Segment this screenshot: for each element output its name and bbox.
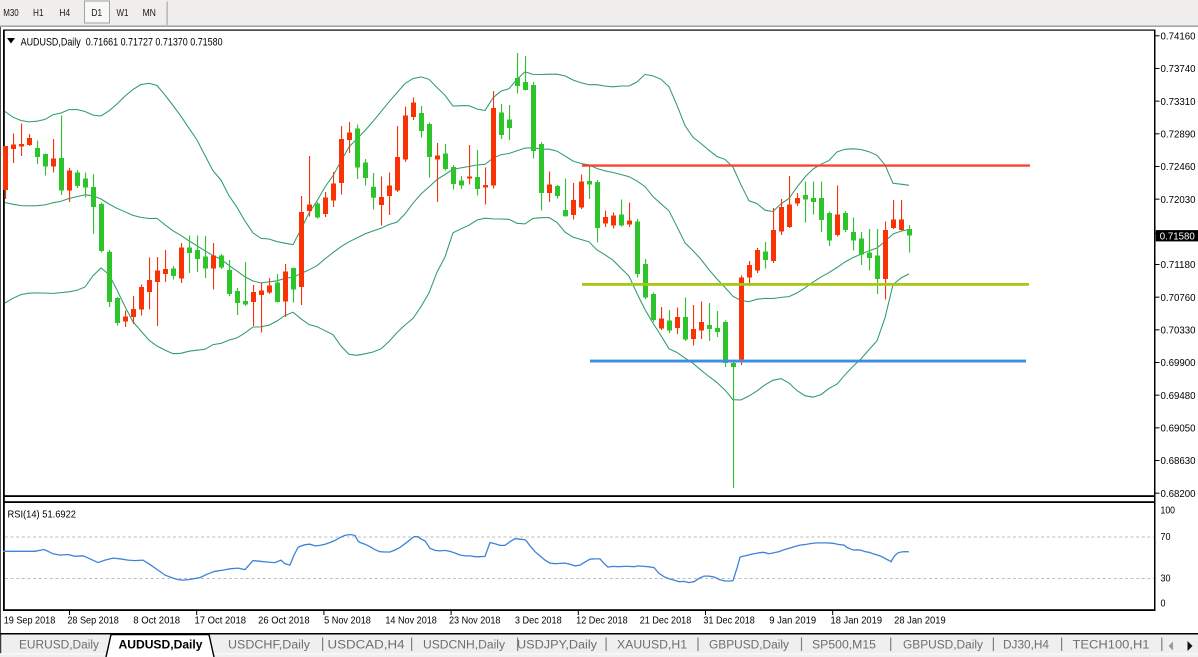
svg-text:GBPUSD,Daily: GBPUSD,Daily xyxy=(903,640,983,652)
svg-text:0.69480: 0.69480 xyxy=(1161,390,1196,402)
svg-text:H1: H1 xyxy=(33,7,44,19)
svg-text:17 Oct 2018: 17 Oct 2018 xyxy=(195,615,247,627)
svg-text:3 Dec 2018: 3 Dec 2018 xyxy=(515,615,562,627)
svg-text:18 Jan 2019: 18 Jan 2019 xyxy=(831,615,883,627)
svg-text:0.68630: 0.68630 xyxy=(1161,455,1196,467)
svg-text:0.71580: 0.71580 xyxy=(1160,230,1195,242)
svg-text:12 Dec 2018: 12 Dec 2018 xyxy=(576,615,628,627)
svg-text:M30: M30 xyxy=(3,7,19,19)
svg-text:0.72890: 0.72890 xyxy=(1161,129,1196,141)
svg-text:W1: W1 xyxy=(117,7,129,19)
svg-text:21 Dec 2018: 21 Dec 2018 xyxy=(640,615,692,627)
svg-text:0.73740: 0.73740 xyxy=(1161,63,1196,75)
svg-text:5 Nov 2018: 5 Nov 2018 xyxy=(324,615,371,627)
svg-text:0.73310: 0.73310 xyxy=(1161,96,1196,108)
svg-text:19 Sep 2018: 19 Sep 2018 xyxy=(4,615,56,627)
svg-text:26 Oct 2018: 26 Oct 2018 xyxy=(258,615,310,627)
svg-text:31 Dec 2018: 31 Dec 2018 xyxy=(703,615,755,627)
svg-text:30: 30 xyxy=(1161,573,1171,585)
svg-text:DJ30,H4: DJ30,H4 xyxy=(1003,640,1050,652)
svg-text:8 Oct 2018: 8 Oct 2018 xyxy=(133,615,180,627)
svg-text:AUDUSD,Daily 0.71661 0.71727: AUDUSD,Daily 0.71661 0.71727 0.71370 0.7… xyxy=(21,37,223,49)
svg-text:0.70760: 0.70760 xyxy=(1161,292,1196,304)
svg-text:9 Jan 2019: 9 Jan 2019 xyxy=(769,615,816,627)
svg-text:0.70330: 0.70330 xyxy=(1161,325,1196,337)
svg-text:RSI(14) 51.6922: RSI(14) 51.6922 xyxy=(8,509,77,521)
svg-text:14 Nov 2018: 14 Nov 2018 xyxy=(385,615,437,627)
svg-text:USDCHF,Daily: USDCHF,Daily xyxy=(228,640,310,652)
svg-text:EURUSD,Daily: EURUSD,Daily xyxy=(19,640,99,652)
svg-text:SP500,M15: SP500,M15 xyxy=(812,640,876,652)
svg-text:70: 70 xyxy=(1161,531,1171,543)
svg-text:H4: H4 xyxy=(59,7,70,19)
svg-text:USDCAD,H4: USDCAD,H4 xyxy=(328,640,406,652)
svg-text:0.69050: 0.69050 xyxy=(1161,423,1196,435)
svg-text:MN: MN xyxy=(142,7,156,19)
svg-text:USDJPY,Daily: USDJPY,Daily xyxy=(517,640,597,652)
svg-text:XAUUSD,H1: XAUUSD,H1 xyxy=(617,640,687,652)
svg-text:0.74160: 0.74160 xyxy=(1161,31,1196,43)
svg-text:0.68200: 0.68200 xyxy=(1161,488,1196,500)
svg-text:0.72460: 0.72460 xyxy=(1161,161,1196,173)
svg-text:0: 0 xyxy=(1161,598,1166,610)
svg-text:28 Jan 2019: 28 Jan 2019 xyxy=(894,615,946,627)
svg-text:0.71180: 0.71180 xyxy=(1161,259,1196,271)
svg-text:AUDUSD,Daily: AUDUSD,Daily xyxy=(119,638,203,652)
svg-text:D1: D1 xyxy=(91,7,102,19)
svg-text:23 Nov 2018: 23 Nov 2018 xyxy=(449,615,501,627)
svg-text:GBPUSD,Daily: GBPUSD,Daily xyxy=(709,640,789,652)
svg-text:TECH100,H1: TECH100,H1 xyxy=(1073,640,1150,652)
svg-text:0.69900: 0.69900 xyxy=(1161,357,1196,369)
svg-text:28 Sep 2018: 28 Sep 2018 xyxy=(67,615,119,627)
svg-text:0.72030: 0.72030 xyxy=(1161,194,1196,206)
svg-text:100: 100 xyxy=(1161,505,1176,517)
svg-text:USDCNH,Daily: USDCNH,Daily xyxy=(423,640,505,652)
